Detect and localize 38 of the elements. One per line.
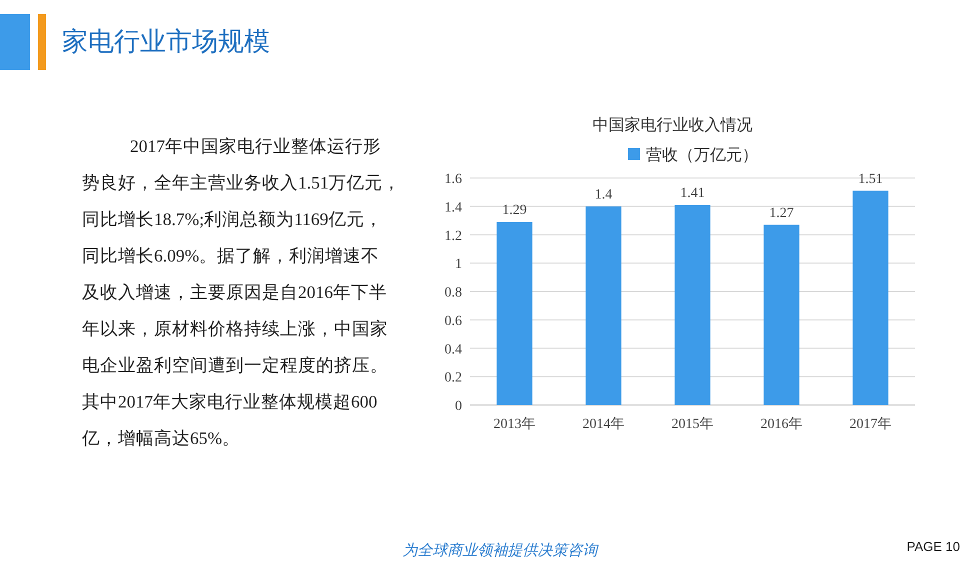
bar [674, 204, 710, 405]
y-tick-label: 0.2 [444, 370, 462, 386]
text: PAGE 10 [906, 539, 960, 554]
x-tick-label: 2016年 [760, 416, 802, 432]
chart-title: 中国家电行业收入情况 [592, 116, 752, 134]
text: 年以来，原材料价格持续上涨，中国家 [82, 318, 388, 338]
text: 亿，增幅高达65%。 [81, 428, 240, 448]
y-tick-label: 1.4 [444, 200, 462, 216]
text: 2017年中国家电行业整体运行形 [130, 136, 381, 156]
y-tick-label: 1 [455, 257, 462, 272]
text: 为全球商业领袖提供决策咨询 [402, 542, 600, 559]
bar [496, 222, 532, 405]
x-tick-label: 2014年 [582, 416, 624, 432]
text: 势良好，全年主营业务收入1.51万亿元， [82, 172, 401, 192]
data-label: 1.27 [769, 206, 794, 221]
data-label: 1.41 [680, 186, 705, 201]
x-tick-label: 2013年 [494, 416, 536, 432]
data-label: 1.4 [594, 187, 612, 202]
text: 家电行业市场规模 [62, 26, 270, 56]
data-label: 1.51 [858, 172, 883, 187]
data-label: 1.29 [502, 202, 527, 218]
text: 同比增长6.09%。据了解，利润增速不 [82, 246, 380, 266]
bar [586, 206, 622, 405]
bar [852, 190, 888, 405]
text: 及收入增速，主要原因是自2016年下半 [82, 282, 387, 302]
y-tick-label: 0.4 [444, 342, 462, 358]
y-tick-label: 0.8 [444, 286, 462, 300]
text: 电企业盈利空间遭到一定程度的挤压。 [82, 355, 388, 375]
x-tick-label: 2015年 [672, 416, 714, 432]
legend-label: 营收（万亿元） [646, 146, 758, 164]
y-tick-label: 0 [455, 399, 462, 414]
bar [764, 224, 800, 405]
text: 其中2017年大家电行业整体规模超600 [82, 392, 378, 412]
y-tick-label: 0.6 [444, 314, 462, 329]
text: 同比增长18.7%;利润总额为1169亿元， [82, 209, 382, 229]
x-tick-label: 2017年 [850, 416, 892, 432]
y-tick-label: 1.2 [444, 228, 462, 244]
y-tick-label: 1.6 [444, 172, 462, 187]
